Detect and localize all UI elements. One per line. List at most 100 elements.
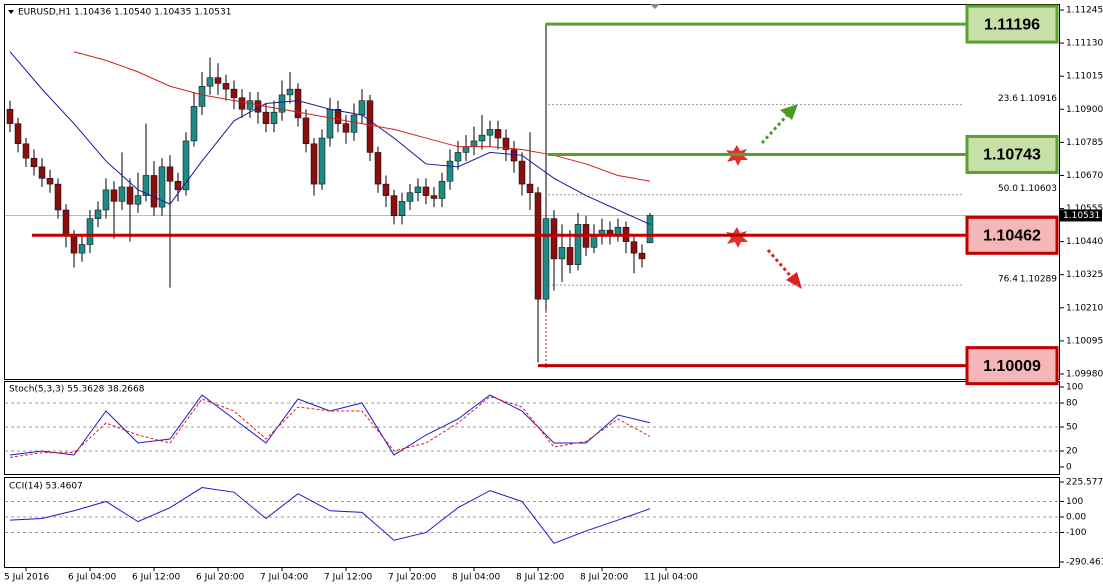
level-label: 1.10743 bbox=[983, 147, 1041, 164]
y-tick-label: 1.10325 bbox=[1066, 270, 1103, 280]
y-tick-label: 0 bbox=[1066, 463, 1072, 473]
candle-body bbox=[198, 86, 206, 107]
main-title: EURUSD,H1 1.10436 1.10540 1.10435 1.1053… bbox=[18, 8, 231, 18]
candle-body bbox=[174, 180, 182, 191]
candle-body bbox=[510, 149, 518, 162]
candle-body bbox=[478, 134, 486, 142]
fib-level: 76.4 bbox=[998, 275, 1018, 285]
up-arrow-head bbox=[780, 104, 798, 120]
fib-price: 1.10916 bbox=[1020, 94, 1057, 104]
x-tick-label: 7 Jul 20:00 bbox=[388, 573, 437, 583]
y-tick-label: 1.10095 bbox=[1066, 336, 1103, 346]
candle-body bbox=[366, 100, 374, 153]
candle-body bbox=[558, 247, 566, 260]
candle-body bbox=[206, 77, 214, 87]
candle-body bbox=[350, 114, 358, 133]
y-tick-label: 1.10900 bbox=[1066, 105, 1103, 115]
y-tick-label: 100 bbox=[1066, 497, 1083, 507]
candle-body bbox=[518, 160, 526, 185]
candle-body bbox=[318, 137, 326, 185]
fib-level: 23.6 bbox=[998, 94, 1018, 104]
y-tick-label: 1.11015 bbox=[1066, 72, 1103, 82]
candle-body bbox=[446, 160, 454, 182]
y-tick-label: -290.4615 bbox=[1066, 558, 1103, 568]
candle-body bbox=[646, 215, 654, 244]
candle-body bbox=[390, 195, 398, 216]
candle-body bbox=[454, 152, 462, 162]
candle-body bbox=[534, 192, 542, 300]
y-tick-label: 50 bbox=[1066, 423, 1078, 433]
y-tick-label: 1.11245 bbox=[1066, 6, 1103, 16]
indicator-line bbox=[9, 394, 651, 456]
candle-body bbox=[638, 252, 646, 260]
x-tick-label: 5 Jul 2016 bbox=[4, 573, 49, 583]
candle-body bbox=[302, 117, 310, 145]
candle-body bbox=[526, 183, 534, 193]
candle-body bbox=[342, 123, 350, 133]
candle-body bbox=[566, 247, 574, 265]
x-tick-label: 8 Jul 12:00 bbox=[516, 573, 565, 583]
candle-body bbox=[422, 186, 430, 196]
candle-body bbox=[462, 146, 470, 153]
candle-body bbox=[430, 195, 438, 199]
candle-body bbox=[14, 123, 22, 145]
candle-body bbox=[94, 209, 102, 219]
indicator-line bbox=[9, 396, 651, 458]
y-tick-label: 1.10440 bbox=[1066, 237, 1103, 247]
candle-body bbox=[414, 186, 422, 193]
y-tick-label: 100 bbox=[1066, 383, 1083, 393]
fib-price: 1.10289 bbox=[1020, 275, 1057, 285]
y-tick-label: 1.10785 bbox=[1066, 138, 1103, 148]
candle-body bbox=[398, 201, 406, 216]
shift-marker bbox=[650, 4, 660, 9]
candle-body bbox=[78, 244, 86, 254]
main-panel bbox=[4, 4, 1060, 380]
candle-body bbox=[142, 175, 150, 196]
x-tick-label: 8 Jul 20:00 bbox=[580, 573, 629, 583]
y-tick-label: 1.10555 bbox=[1066, 204, 1103, 214]
candle-body bbox=[102, 189, 110, 211]
candle-body bbox=[86, 218, 94, 245]
candle-body bbox=[134, 195, 142, 205]
x-tick-label: 11 Jul 04:00 bbox=[644, 573, 698, 583]
level-label: 1.10009 bbox=[983, 358, 1041, 375]
candle-body bbox=[214, 77, 222, 84]
candle-body bbox=[62, 209, 70, 237]
cci-panel bbox=[4, 477, 1060, 568]
y-tick-label: 225.5772 bbox=[1066, 478, 1103, 488]
y-tick-label: 80 bbox=[1066, 399, 1078, 409]
candle-body bbox=[382, 183, 390, 196]
y-tick-label: 1.10670 bbox=[1066, 171, 1103, 181]
candle-body bbox=[438, 180, 446, 199]
candle-body bbox=[406, 192, 414, 202]
candle-body bbox=[238, 97, 246, 110]
x-tick-label: 6 Jul 20:00 bbox=[196, 573, 245, 583]
x-tick-label: 8 Jul 04:00 bbox=[452, 573, 501, 583]
fib-level: 50.0 bbox=[998, 184, 1018, 194]
fib-price: 1.10603 bbox=[1020, 184, 1057, 194]
candle-body bbox=[294, 88, 302, 119]
level-box bbox=[965, 215, 1059, 255]
up-arrow bbox=[760, 110, 792, 145]
candle-body bbox=[182, 140, 190, 191]
candle-body bbox=[70, 235, 78, 254]
candle-body bbox=[358, 100, 366, 116]
y-tick-label: 1.09980 bbox=[1066, 370, 1103, 380]
candle-body bbox=[502, 137, 510, 150]
down-arrow bbox=[766, 249, 796, 281]
stoch-panel bbox=[4, 381, 1060, 475]
candle-body bbox=[30, 157, 38, 168]
candle-body bbox=[334, 109, 342, 124]
x-tick-label: 7 Jul 04:00 bbox=[260, 573, 309, 583]
candle-body bbox=[590, 235, 598, 248]
x-tick-label: 6 Jul 12:00 bbox=[132, 573, 181, 583]
candle-body bbox=[470, 140, 478, 147]
candle-body bbox=[550, 218, 558, 260]
candle-body bbox=[574, 224, 582, 265]
candle-body bbox=[6, 109, 14, 124]
candle-body bbox=[222, 83, 230, 90]
level-box bbox=[965, 346, 1059, 386]
y-tick-label: -100 bbox=[1066, 528, 1087, 538]
